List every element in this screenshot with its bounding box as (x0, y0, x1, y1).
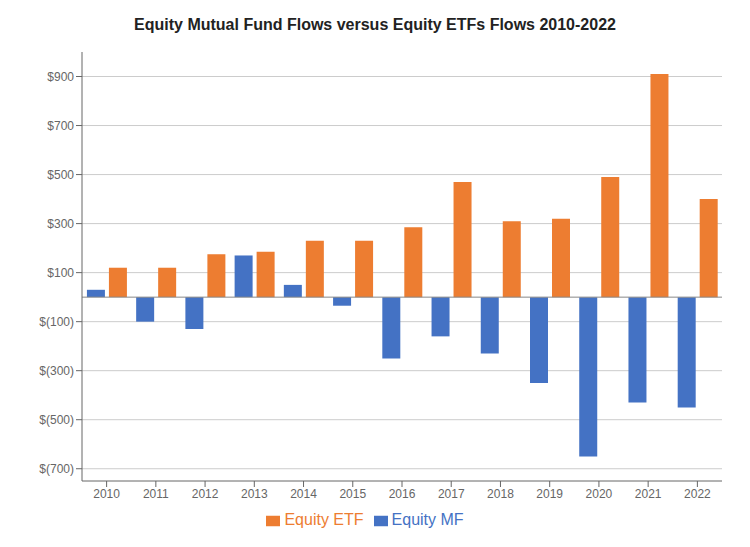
svg-text:2013: 2013 (241, 487, 268, 501)
svg-text:$900: $900 (47, 70, 74, 84)
svg-text:2015: 2015 (339, 487, 366, 501)
svg-text:2019: 2019 (536, 487, 563, 501)
svg-text:2011: 2011 (143, 487, 169, 501)
svg-text:2021: 2021 (635, 487, 662, 501)
svg-text:$(700): $(700) (39, 462, 74, 476)
svg-text:$(300): $(300) (39, 364, 74, 378)
svg-text:2014: 2014 (290, 487, 317, 501)
svg-text:2010: 2010 (93, 487, 120, 501)
svg-text:$100: $100 (47, 266, 74, 280)
svg-text:2018: 2018 (487, 487, 514, 501)
svg-text:$(500): $(500) (39, 413, 74, 427)
html-text:Equity ETF: Equity ETF (284, 511, 364, 528)
svg-text:$500: $500 (47, 168, 74, 182)
html-text:Equity Mutual Fund Flows versu: Equity Mutual Fund Flows versus Equity E… (134, 16, 616, 33)
svg-text:2016: 2016 (389, 487, 416, 501)
svg-text:$(100): $(100) (39, 315, 74, 329)
svg-text:$700: $700 (47, 119, 74, 133)
svg-text:2022: 2022 (684, 487, 711, 501)
html-text:Equity MF: Equity MF (391, 511, 464, 528)
svg-text:2020: 2020 (586, 487, 613, 501)
svg-text:2012: 2012 (192, 487, 219, 501)
svg-text:2017: 2017 (438, 487, 465, 501)
svg-text:$300: $300 (47, 217, 74, 231)
